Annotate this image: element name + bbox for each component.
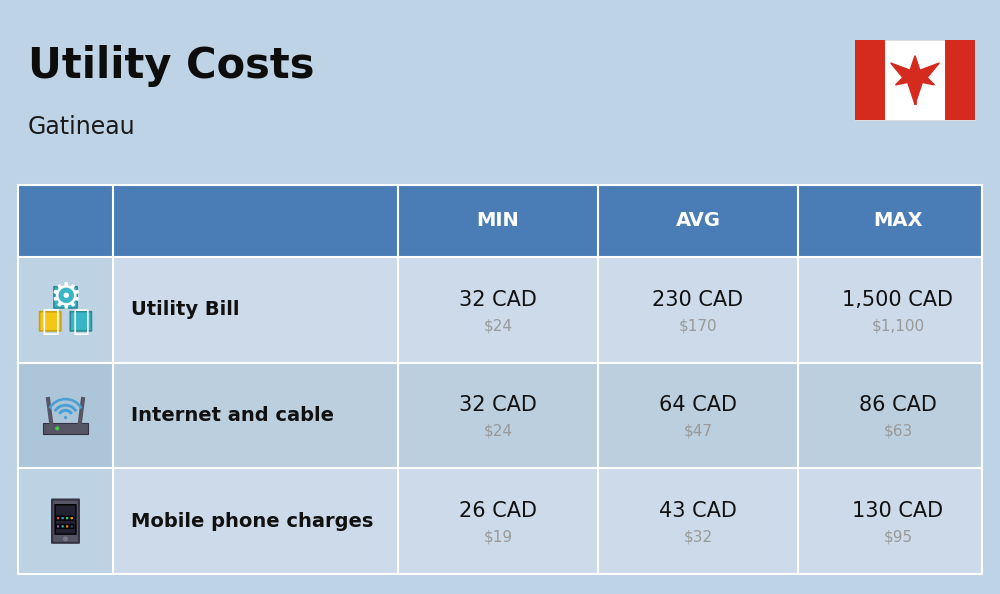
Text: $1,100: $1,100 [871,318,925,333]
FancyBboxPatch shape [54,287,77,308]
Text: Utility Costs: Utility Costs [28,45,314,87]
Text: MIN: MIN [477,211,519,230]
Text: Internet and cable: Internet and cable [131,406,334,425]
Bar [18,468,113,574]
Text: $47: $47 [684,424,712,439]
FancyBboxPatch shape [65,516,69,520]
FancyBboxPatch shape [52,500,79,543]
Text: $19: $19 [483,530,513,545]
FancyBboxPatch shape [61,525,64,528]
FancyBboxPatch shape [61,516,64,520]
Text: $24: $24 [484,318,512,333]
Text: $32: $32 [683,530,713,545]
Text: 130 CAD: 130 CAD [852,501,944,521]
Text: $95: $95 [883,530,913,545]
Text: 64 CAD: 64 CAD [659,396,737,415]
Bar [18,468,982,574]
Bar [855,40,885,120]
Text: 230 CAD: 230 CAD [652,290,744,310]
Text: Mobile phone charges: Mobile phone charges [131,511,373,530]
Bar [18,257,982,363]
Text: 32 CAD: 32 CAD [459,396,537,415]
Bar [855,40,975,120]
Text: 🔌: 🔌 [41,307,59,336]
FancyBboxPatch shape [55,505,76,534]
Bar [18,185,982,257]
Text: $63: $63 [883,424,913,439]
Text: 💧: 💧 [72,308,89,336]
Text: $24: $24 [484,424,512,439]
Text: 86 CAD: 86 CAD [859,396,937,415]
Circle shape [63,536,68,541]
FancyBboxPatch shape [70,312,91,331]
Bar [43,423,88,434]
FancyBboxPatch shape [40,312,61,331]
FancyBboxPatch shape [70,516,74,520]
Bar [18,363,113,468]
Circle shape [64,416,67,419]
Text: MAX: MAX [873,211,923,230]
Text: Utility Bill: Utility Bill [131,301,240,320]
FancyBboxPatch shape [70,525,74,528]
Bar [18,257,113,363]
FancyBboxPatch shape [56,516,60,520]
Text: 26 CAD: 26 CAD [459,501,537,521]
Text: AVG: AVG [676,211,720,230]
Bar [945,40,975,120]
Text: ⚙: ⚙ [49,280,82,314]
Text: $170: $170 [679,318,717,333]
FancyBboxPatch shape [56,525,60,528]
Text: 32 CAD: 32 CAD [459,290,537,310]
Bar [18,363,982,468]
Circle shape [55,426,59,431]
Text: Gatineau: Gatineau [28,115,136,139]
Polygon shape [891,56,939,105]
Text: 43 CAD: 43 CAD [659,501,737,521]
Text: 1,500 CAD: 1,500 CAD [842,290,954,310]
FancyBboxPatch shape [65,525,69,528]
